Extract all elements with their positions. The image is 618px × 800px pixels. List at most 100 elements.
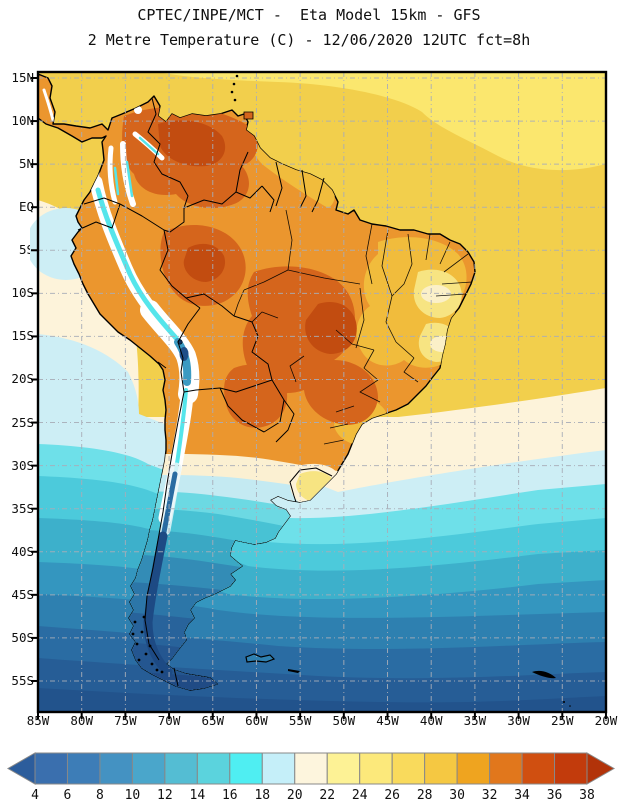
lon-label: 70W — [157, 713, 181, 728]
colorbar-segment — [456, 752, 491, 785]
colorbar-segment — [229, 752, 263, 785]
colorbar-tick-label: 18 — [254, 788, 270, 800]
colorbar-tick-label: 8 — [96, 788, 104, 800]
lat-label: 5S — [18, 242, 34, 258]
islands — [230, 74, 571, 707]
lat-label: 10N — [11, 113, 34, 129]
santa-marta-peak — [134, 106, 142, 114]
map-frame — [36, 70, 608, 714]
lon-label: 30W — [507, 713, 530, 728]
lat-label: 20S — [11, 371, 34, 387]
colorbar-segment — [424, 752, 458, 785]
islet-speck-1 — [563, 701, 565, 703]
country-borders — [77, 97, 333, 687]
colorbar-segment — [326, 752, 361, 785]
lon-label: 20W — [594, 713, 618, 728]
colorbar-tick-label: 12 — [157, 788, 173, 800]
lon-label: 40W — [419, 713, 443, 728]
colorbar-segment — [359, 752, 393, 785]
lesser-antilles — [230, 74, 239, 102]
colorbar-segment — [131, 752, 166, 785]
lat-label: 45S — [11, 586, 34, 602]
sertao-cream-spot-1 — [421, 285, 451, 303]
colorbar-segment — [294, 752, 328, 785]
colorbar-tick-label: 10 — [125, 788, 141, 800]
south-georgia — [532, 670, 556, 679]
colorbar-tick-label: 20 — [287, 788, 303, 800]
central-america-ridge — [42, 88, 55, 122]
colorbar-tick-label: 6 — [64, 788, 72, 800]
colorbar-tick-label: 22 — [319, 788, 335, 800]
isla-de-los-estados — [288, 669, 300, 673]
trinidad — [243, 111, 254, 120]
lon-label: 65W — [201, 713, 225, 728]
lat-label: 40S — [11, 543, 34, 559]
lon-label: 45W — [376, 713, 399, 728]
colorbar-segment — [554, 752, 588, 785]
ocean-deep-blue-band — [38, 688, 606, 712]
amazonas-deep-orange — [183, 243, 226, 282]
merida-cyan-core — [138, 136, 160, 156]
colorbar-right-arrow — [586, 752, 616, 785]
colorbar-segment — [261, 752, 296, 785]
altiplano-navy-spot — [179, 347, 189, 361]
colorbar-tick-label: 36 — [547, 788, 563, 800]
lon-label: 50W — [332, 713, 356, 728]
colorbar-tick-label: 30 — [449, 788, 465, 800]
lat-label: 30S — [11, 457, 34, 473]
andes-cordillera — [42, 88, 200, 677]
colorbar-tick-label: 4 — [31, 788, 39, 800]
graticule-grid-lines — [38, 72, 606, 712]
colorbar-left-arrow — [6, 752, 36, 785]
lon-label: 25W — [550, 713, 574, 728]
map-title: CPTEC/INPE/MCT - Eta Model 15km - GFS — [137, 6, 481, 24]
lat-label: 55S — [11, 672, 34, 688]
lat-label: 35S — [11, 500, 34, 516]
colorbar-segment — [66, 752, 101, 785]
lat-label: 10S — [11, 285, 34, 301]
colorbar-tick-label: 38 — [579, 788, 595, 800]
map-subtitle: 2 Metre Temperature (C) - 12/06/2020 12U… — [87, 31, 531, 49]
colorbar-tick-label: 28 — [417, 788, 433, 800]
cordillera-oriental — [120, 141, 136, 207]
colorbar-segment — [164, 752, 198, 785]
colorbar-tick-label: 26 — [384, 788, 400, 800]
lon-label: 55W — [288, 713, 312, 728]
colorbar-segment — [391, 752, 426, 785]
lon-label: 85W — [26, 713, 50, 728]
andes-cyan-core-north — [95, 187, 179, 341]
colorbar-tick-label: 32 — [482, 788, 498, 800]
colombia-cyan-core-2 — [125, 160, 134, 198]
orinoco-deep-orange — [158, 120, 226, 167]
colorbar-tick-label: 24 — [352, 788, 368, 800]
lon-label: 80W — [70, 713, 93, 728]
lat-label: 15S — [11, 328, 34, 344]
colorbar-segment — [34, 752, 68, 785]
lon-label: 60W — [245, 713, 268, 728]
lon-label: 35W — [463, 713, 487, 728]
brazil-state-borders — [233, 209, 473, 445]
lat-label: 5N — [18, 156, 34, 172]
colorbar-tick-label: 14 — [190, 788, 206, 800]
colombia-cyan-core-1 — [113, 166, 120, 196]
lon-label: 75W — [114, 713, 137, 728]
temperature-map — [30, 70, 608, 719]
colorbar-tick-label: 16 — [222, 788, 238, 800]
colorbar-segment — [489, 752, 523, 785]
cordillera-central — [107, 145, 118, 205]
altiplano-blue-core — [174, 338, 192, 386]
lat-label: EQ — [18, 199, 34, 215]
colorbar-segment — [196, 752, 231, 785]
islet-speck-2 — [569, 705, 571, 707]
colorbar-segment — [521, 752, 556, 785]
chaco-dark-orange — [224, 364, 288, 428]
colorbar-tick-label: 34 — [514, 788, 530, 800]
colorbar-segment — [99, 752, 133, 785]
ocean-light-yellow-patch — [158, 72, 606, 171]
temperature-colorbar: 4 6 8 10 12 14 16 18 20 22 24 26 28 30 32 34 36 38 — [6, 752, 616, 800]
lat-label: 50S — [11, 629, 34, 645]
lat-label: 15N — [11, 70, 34, 85]
lat-label: 25S — [11, 414, 34, 430]
falkland-islands — [245, 653, 276, 663]
